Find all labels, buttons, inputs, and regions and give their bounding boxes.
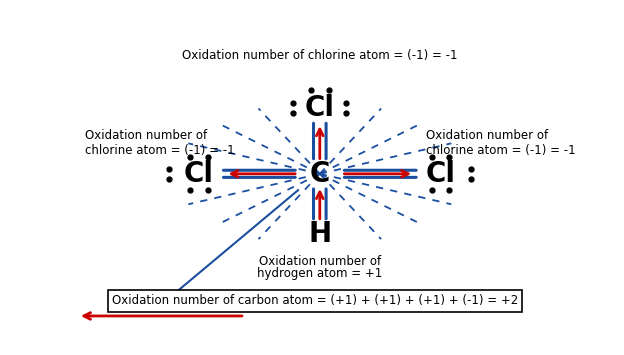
Text: C: C <box>310 160 330 188</box>
Text: H: H <box>308 220 331 248</box>
Text: hydrogen atom = +1: hydrogen atom = +1 <box>257 267 383 280</box>
Text: Oxidation number of: Oxidation number of <box>259 255 381 268</box>
Text: Oxidation number of: Oxidation number of <box>426 129 548 142</box>
Text: chlorine atom = (-1) = -1: chlorine atom = (-1) = -1 <box>85 144 235 157</box>
Text: Oxidation number of chlorine atom = (-1) = -1: Oxidation number of chlorine atom = (-1)… <box>182 49 457 62</box>
Text: Cl: Cl <box>305 94 335 122</box>
Text: Oxidation number of: Oxidation number of <box>85 129 207 142</box>
Text: Oxidation number of carbon atom = (+1) + (+1) + (+1) + (-1) = +2: Oxidation number of carbon atom = (+1) +… <box>112 294 518 307</box>
Text: chlorine atom = (-1) = -1: chlorine atom = (-1) = -1 <box>426 144 576 157</box>
Text: Cl: Cl <box>184 160 214 188</box>
Text: Cl: Cl <box>426 160 456 188</box>
